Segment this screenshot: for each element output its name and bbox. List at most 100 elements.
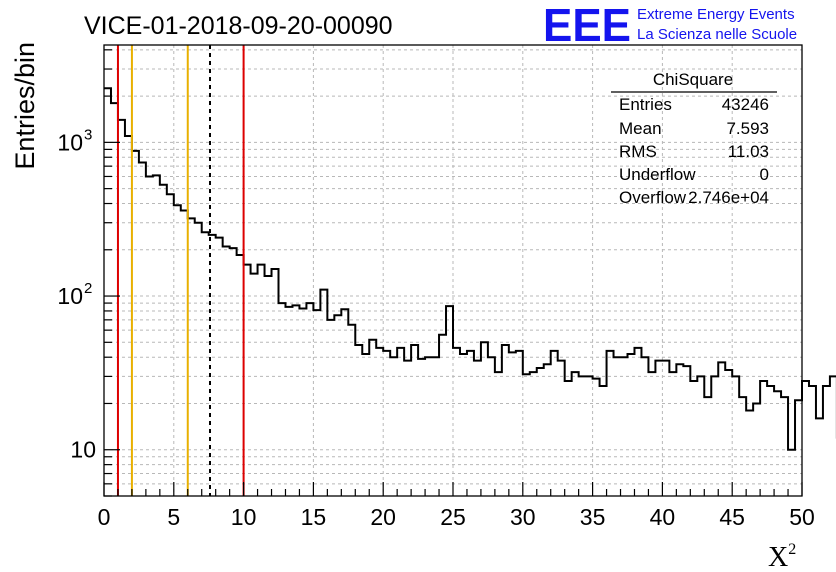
histogram-bin bbox=[285, 307, 292, 496]
histogram-bin bbox=[502, 345, 509, 496]
y-axis-label: Entries/bin bbox=[10, 42, 40, 170]
histogram-bin bbox=[662, 361, 669, 496]
histogram-bin bbox=[732, 376, 739, 496]
histogram-bin bbox=[160, 185, 167, 496]
histogram-bin bbox=[432, 357, 439, 496]
histogram-bin bbox=[299, 308, 306, 496]
stats-title: ChiSquare bbox=[653, 70, 733, 89]
y-tick-label-exponent: 3 bbox=[84, 126, 92, 143]
histogram-bin bbox=[292, 305, 299, 496]
histogram-bin bbox=[593, 379, 600, 496]
histogram-bin bbox=[313, 310, 320, 496]
stats-label-mean: Mean bbox=[619, 119, 662, 138]
eee-logo: EEE Extreme Energy Events La Scienza nel… bbox=[543, 0, 797, 51]
histogram-bin bbox=[453, 348, 460, 496]
histogram-bin bbox=[788, 450, 795, 496]
histogram-bin bbox=[376, 348, 383, 496]
histogram-bin bbox=[383, 351, 390, 496]
histogram-bin bbox=[830, 376, 836, 496]
histogram-bin bbox=[390, 357, 397, 496]
histogram-bin bbox=[718, 362, 725, 496]
histogram-bin bbox=[244, 265, 251, 496]
histogram-bin bbox=[690, 381, 697, 496]
x-tick-label: 35 bbox=[580, 504, 606, 530]
x-axis-label-base: X bbox=[768, 542, 788, 572]
histogram-bin bbox=[265, 276, 272, 496]
histogram-bin bbox=[767, 386, 774, 496]
histogram-bin bbox=[439, 335, 446, 496]
histogram-bin bbox=[355, 345, 362, 496]
histogram-bin bbox=[167, 194, 174, 496]
histogram-bin bbox=[760, 381, 767, 496]
histogram-bin bbox=[683, 366, 690, 496]
x-tick-label: 30 bbox=[510, 504, 536, 530]
histogram-bin bbox=[216, 238, 223, 496]
histogram-bin bbox=[600, 386, 607, 496]
histogram-bin bbox=[774, 391, 781, 496]
histogram-bin bbox=[495, 372, 502, 496]
histogram-bin bbox=[446, 306, 453, 496]
stats-box: ChiSquare Entries 43246 Mean 7.593 RMS 1… bbox=[611, 70, 777, 207]
histogram-bin bbox=[655, 361, 662, 496]
histogram-bin bbox=[230, 248, 237, 496]
histogram-bin bbox=[272, 269, 279, 496]
histogram-bin bbox=[306, 303, 313, 496]
x-axis-label-superscript: 2 bbox=[788, 541, 796, 558]
histogram-bin bbox=[802, 381, 809, 496]
histogram-bin bbox=[823, 386, 830, 496]
histogram-bin bbox=[320, 290, 327, 496]
histogram-bin bbox=[195, 223, 202, 496]
x-tick-label: 25 bbox=[440, 504, 466, 530]
histogram-bin bbox=[753, 403, 760, 496]
histogram-layer bbox=[104, 87, 836, 496]
marker-lines-layer bbox=[116, 45, 245, 496]
histogram-bin bbox=[362, 354, 369, 496]
histogram-bin bbox=[537, 368, 544, 496]
histogram-bin bbox=[558, 361, 565, 496]
histogram-bin bbox=[223, 247, 230, 496]
histogram-bin bbox=[279, 303, 286, 496]
histogram-bin bbox=[258, 265, 265, 496]
histogram-bin bbox=[565, 381, 572, 496]
histogram-bin bbox=[746, 411, 753, 496]
histogram-bin bbox=[174, 205, 181, 496]
x-tick-label: 10 bbox=[231, 504, 257, 530]
histogram-bin bbox=[334, 315, 341, 496]
x-axis-label: X2 bbox=[768, 541, 796, 572]
histogram-bin bbox=[523, 374, 530, 496]
stats-value-entries: 43246 bbox=[722, 95, 769, 114]
histogram-bin bbox=[641, 357, 648, 496]
histogram-bin bbox=[111, 103, 118, 496]
histogram-bin bbox=[404, 361, 411, 496]
histogram-bin bbox=[467, 351, 474, 496]
stats-label-overflow: Overflow bbox=[619, 188, 687, 207]
histogram-bin bbox=[544, 364, 551, 496]
stats-value-overflow: 2.746e+04 bbox=[688, 188, 769, 207]
eee-logo-line2: La Scienza nelle Scuole bbox=[637, 26, 797, 43]
y-tick-label-exponent: 2 bbox=[84, 280, 92, 297]
x-tick-label: 15 bbox=[301, 504, 327, 530]
stats-value-mean: 7.593 bbox=[726, 119, 769, 138]
histogram-bin bbox=[327, 320, 334, 496]
histogram-bin bbox=[781, 397, 788, 496]
histogram-bin bbox=[676, 364, 683, 496]
histogram-bin bbox=[509, 352, 516, 496]
y-tick-label: 10 bbox=[57, 283, 83, 309]
stats-label-underflow: Underflow bbox=[619, 165, 696, 184]
histogram-bin bbox=[348, 325, 355, 496]
histogram-bin bbox=[397, 348, 404, 496]
histogram-bin bbox=[460, 354, 467, 496]
histogram-bin bbox=[202, 232, 209, 496]
histogram-bin bbox=[809, 386, 816, 496]
histogram-bin bbox=[795, 400, 802, 496]
histogram-bin bbox=[418, 359, 425, 496]
eee-logo-line1: Extreme Energy Events bbox=[637, 6, 795, 23]
histogram-bin bbox=[530, 372, 537, 496]
histogram-bin bbox=[711, 376, 718, 496]
histogram-bin bbox=[181, 211, 188, 496]
histogram-bin bbox=[341, 309, 348, 496]
y-tick-label: 10 bbox=[57, 129, 83, 155]
histogram-bin bbox=[648, 372, 655, 496]
histogram-bin bbox=[516, 351, 523, 496]
histogram-bin bbox=[628, 354, 635, 496]
